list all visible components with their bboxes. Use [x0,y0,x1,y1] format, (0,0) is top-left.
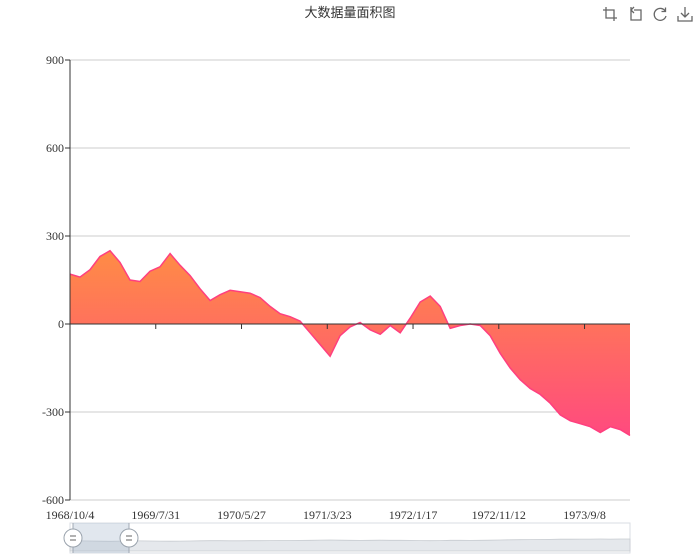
zoom-back-icon [630,6,642,21]
y-tick-label: 300 [46,229,64,243]
y-tick-label: -300 [42,405,64,419]
data-zoom-handle-right[interactable] [119,523,139,553]
y-tick-label: -600 [42,493,64,507]
y-axis-ticks: 900 600 300 0 -300 -600 [42,53,70,507]
x-tick-label: 1973/9/8 [563,508,606,522]
x-tick-label: 1972/1/17 [389,508,438,522]
y-tick-label: 0 [58,317,64,331]
download-icon [677,7,693,22]
x-tick-label: 1969/7/31 [131,508,180,522]
x-tick-label: 1971/3/23 [303,508,352,522]
data-zoom-handle-left[interactable] [63,523,83,553]
handle-grip-icon [63,528,83,548]
zoom-back-button[interactable] [627,6,643,22]
restore-icon [653,7,667,22]
zoom-select-button[interactable] [602,6,618,22]
chart-title: 大数据量面积图 [304,6,395,21]
restore-button[interactable] [652,6,668,22]
x-tick-label: 1972/11/12 [472,508,526,522]
data-zoom-preview [69,538,631,552]
download-button[interactable] [677,6,693,22]
toolbox [602,6,693,22]
x-axis-ticks: 1968/10/4 1969/7/31 1970/5/27 1971/3/23 1972… [46,324,606,522]
axes [69,60,630,500]
x-tick-label: 1970/5/27 [217,508,266,522]
zoom-select-icon [603,7,617,21]
area-fill [70,250,630,436]
y-tick-label: 900 [46,53,64,67]
data-zoom-slider[interactable] [63,522,631,554]
y-tick-label: 600 [46,141,64,155]
grid-lines [70,59,630,501]
x-tick-label: 1968/10/4 [46,508,95,522]
plot-area [69,249,631,437]
handle-grip-icon [119,528,139,548]
